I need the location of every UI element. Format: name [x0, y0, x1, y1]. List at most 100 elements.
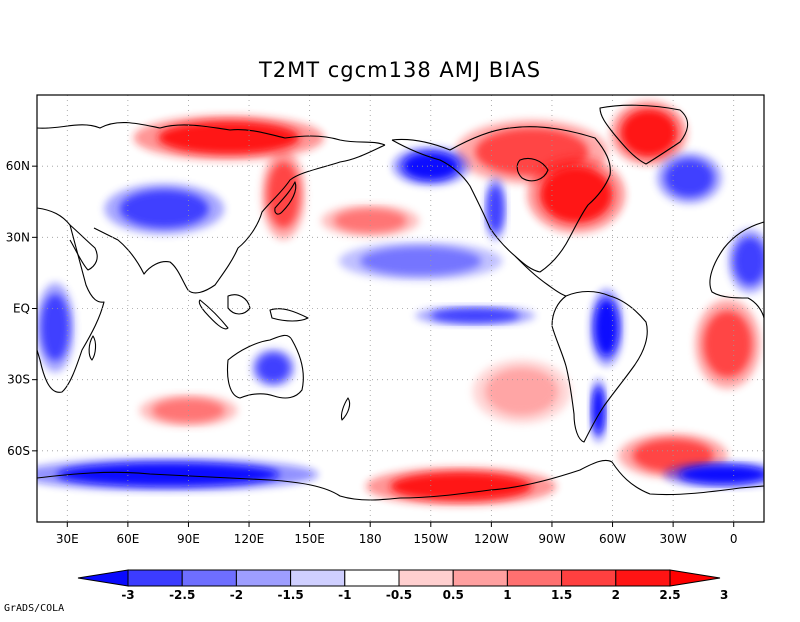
- bias-region-sahara-neg: [728, 229, 764, 294]
- bias-region-patagonia-neg: [590, 378, 607, 443]
- bias-region-central-africa-neg: [37, 282, 75, 373]
- bias-region-western-us-neg: [484, 176, 507, 241]
- coastline-west-africa: [709, 221, 764, 319]
- bias-region-southeast-pacific-pos: [472, 359, 571, 424]
- bias-region-greenland: [610, 100, 688, 165]
- coastline-arabia: [69, 224, 98, 271]
- colorbar-arrow-low: [77, 569, 129, 587]
- x-tick-label: 30E: [56, 532, 79, 546]
- bias-region-core: [594, 299, 619, 356]
- bias-field: [37, 100, 764, 506]
- colorbar-label: -1.5: [277, 588, 303, 602]
- x-tick-label: 90E: [177, 532, 200, 546]
- coastlines: [37, 104, 764, 501]
- coastline-new-zealand: [340, 397, 351, 421]
- colorbar-label: 1: [503, 588, 511, 602]
- bias-region-core: [485, 367, 559, 416]
- x-axis-ticks: 30E 60E 90E 120E 150E 180 150W 120W 90W 60W 30W 0: [56, 522, 738, 546]
- y-axis-ticks: 60N 30N EQ 30S 60S: [6, 159, 37, 458]
- colorbar-label: -2: [230, 588, 243, 602]
- colorbar-segment: [506, 569, 563, 587]
- bias-region-core: [703, 310, 752, 378]
- x-tick-label: 180: [359, 532, 382, 546]
- bias-region-pacific-subtropical-neg: [338, 241, 503, 281]
- y-tick-label: EQ: [13, 302, 30, 316]
- colorbar-label: 2.5: [659, 588, 680, 602]
- bias-region-core: [267, 161, 300, 228]
- y-tick-label: 60S: [7, 444, 30, 458]
- y-tick-label: 30S: [7, 373, 30, 387]
- y-tick-label: 30N: [6, 230, 30, 244]
- colorbar-segment: [235, 569, 292, 587]
- bias-region-core: [733, 237, 764, 285]
- bias-region-siberia-pos: [133, 115, 325, 161]
- bias-region-core: [158, 121, 300, 155]
- bias-region-australia-neg: [251, 348, 296, 388]
- bias-region-amazon-neg: [590, 289, 623, 366]
- coastline-borneo: [227, 294, 251, 315]
- y-tick-label: 60N: [6, 159, 30, 173]
- coastline-madagascar: [88, 335, 97, 361]
- colorbar-segment: [398, 569, 454, 587]
- coastline-australia: [226, 334, 304, 399]
- bias-region-east-asia-pos: [261, 149, 306, 240]
- x-tick-label: 0: [730, 532, 738, 546]
- x-tick-label: 30W: [660, 532, 687, 546]
- bias-region-core: [41, 294, 70, 361]
- bias-region-antarctic-pacific-pos: [365, 467, 557, 506]
- bias-region-core: [665, 159, 714, 198]
- bias-region-central-asia-neg: [104, 183, 225, 235]
- x-tick-label: 150E: [294, 532, 325, 546]
- coastline-sumatra: [198, 299, 229, 330]
- bias-region-core: [679, 465, 764, 485]
- coastline-eastern-asia: [93, 144, 386, 294]
- map-gridlines: [37, 95, 764, 522]
- software-credit: GrADS/COLA: [4, 603, 65, 614]
- bias-region-core: [360, 246, 482, 276]
- colorbar-arrow-high: [669, 569, 721, 587]
- colorbar-label: -3: [121, 588, 134, 602]
- page-title: T2MT cgcm138 AMJ BIAS: [258, 58, 542, 82]
- bias-region-core: [390, 472, 532, 501]
- coastline-antarctica: [37, 459, 764, 501]
- bias-region-core: [430, 308, 520, 323]
- bias-region-core: [592, 386, 605, 435]
- x-tick-label: 60E: [116, 532, 139, 546]
- colorbar-label: -1: [338, 588, 351, 602]
- colorbar-label: 3: [720, 588, 728, 602]
- coastline-north-america: [391, 126, 611, 273]
- bias-region-core: [539, 166, 613, 224]
- bias-region-south-atlantic-pos: [694, 299, 761, 389]
- colorbar-segment: [344, 569, 400, 587]
- bias-region-core: [402, 151, 460, 181]
- bias-region-alaska-neg: [392, 146, 469, 186]
- bias-region-equatorial-pacific-neg: [415, 306, 536, 326]
- colorbar-segment: [452, 569, 508, 587]
- coastline-south-america: [551, 290, 648, 443]
- colorbar-segment: [561, 569, 617, 587]
- colorbar-segment: [181, 569, 237, 587]
- map-plot-area: 30E 60E 90E 120E 150E 180 150W 120W 90W 60W 30W 0 6…: [6, 94, 765, 546]
- bias-region-north-atlantic-neg: [656, 152, 722, 204]
- colorbar-label: -2.5: [169, 588, 195, 602]
- coastline-central-america: [514, 255, 567, 297]
- bias-region-core: [119, 189, 209, 228]
- colorbar-label: -0.5: [386, 588, 412, 602]
- x-tick-label: 120E: [234, 532, 265, 546]
- colorbar-label: 0.5: [443, 588, 464, 602]
- colorbar-segment: [290, 569, 346, 587]
- x-tick-label: 120W: [474, 532, 509, 546]
- coastline-hudson-bay: [516, 157, 549, 182]
- coastline-greenland: [599, 104, 689, 165]
- x-tick-label: 150W: [413, 532, 448, 546]
- colorbar: -3 -2.5 -2 -1.5 -1 -0.5 0.5 1 1.5 2 2.5 3: [77, 569, 728, 602]
- x-tick-label: 60W: [599, 532, 626, 546]
- coastline-eurasia-north: [37, 122, 386, 146]
- bias-region-core: [620, 109, 678, 157]
- bias-region-antarctic-atlantic-neg: [663, 461, 764, 488]
- x-tick-label: 90W: [538, 532, 565, 546]
- colorbar-segment: [615, 569, 671, 587]
- colorbar-segment: [127, 569, 183, 587]
- bias-region-core: [487, 185, 504, 233]
